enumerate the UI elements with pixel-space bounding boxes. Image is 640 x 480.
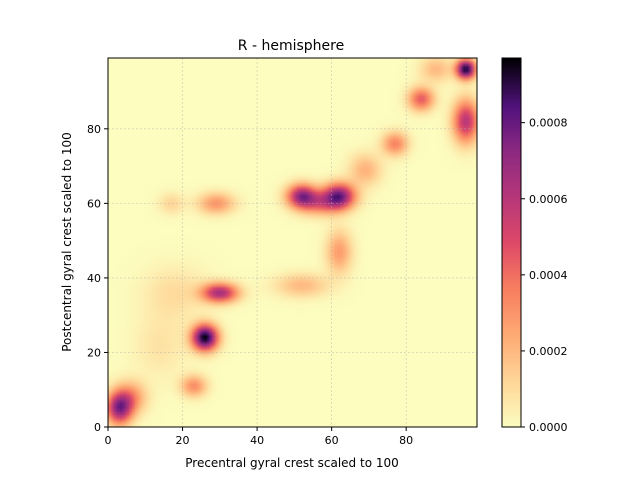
x-tick-label: 80 (399, 434, 413, 447)
plot-frame (107, 57, 478, 428)
y-axis-label: Postcentral gyral crest scaled to 100 (60, 132, 74, 352)
plot-area: 0 20 40 60 80 0 20 40 60 80 (87, 57, 478, 447)
x-tick-label: 40 (250, 434, 264, 447)
colorbar: 0.0000 0.0002 0.0004 0.0006 0.0008 (501, 57, 568, 434)
y-tick-label: 60 (87, 197, 101, 210)
x-axis-ticks: 0 20 40 60 80 (105, 427, 413, 447)
x-axis-label: Precentral gyral crest scaled to 100 (185, 456, 399, 470)
colorbar-tick-label: 0.0006 (529, 193, 568, 206)
colorbar-tick-label: 0.0000 (529, 421, 568, 434)
chart-title: R - hemisphere (238, 38, 344, 54)
y-tick-label: 0 (94, 421, 101, 434)
grid-lines (107, 58, 477, 428)
x-tick-label: 20 (176, 434, 190, 447)
colorbar-tick-label: 0.0002 (529, 345, 568, 358)
colorbar-frame (501, 57, 522, 428)
x-tick-label: 60 (325, 434, 339, 447)
y-tick-label: 80 (87, 123, 101, 136)
heatmap-image (108, 58, 477, 427)
y-tick-label: 40 (87, 272, 101, 285)
y-axis-ticks: 0 20 40 60 80 (87, 123, 108, 434)
colorbar-tick-label: 0.0008 (529, 117, 568, 130)
x-tick-label: 0 (105, 434, 112, 447)
colorbar-ticks: 0.0000 0.0002 0.0004 0.0006 0.0008 (521, 117, 568, 434)
y-tick-label: 20 (87, 346, 101, 359)
colorbar-tick-label: 0.0004 (529, 269, 568, 282)
colorbar-gradient (502, 58, 521, 427)
